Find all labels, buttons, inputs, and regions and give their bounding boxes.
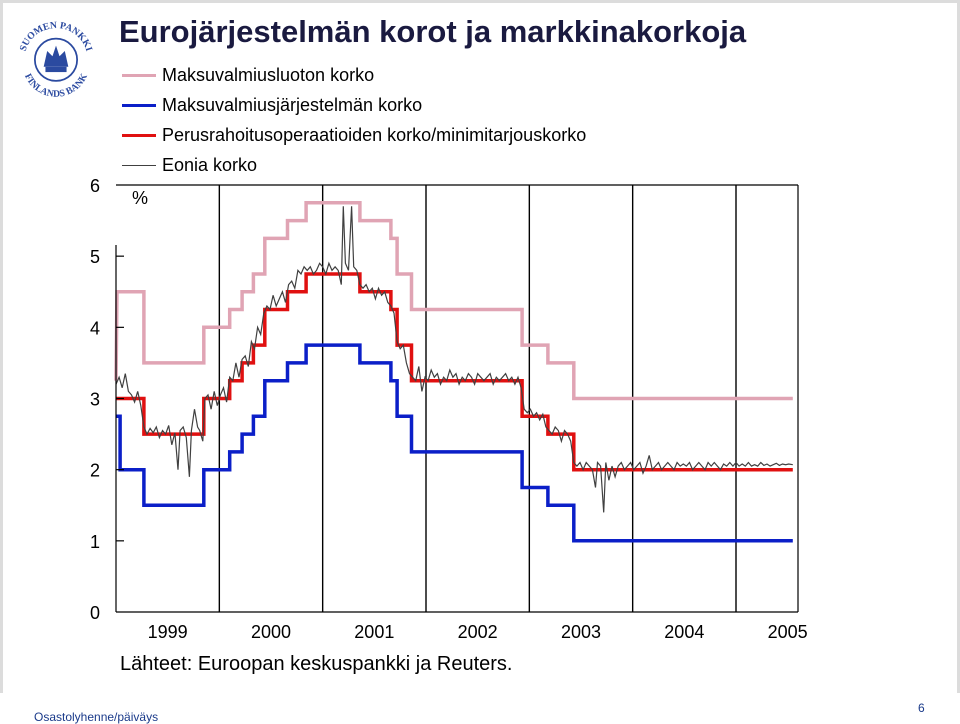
x-tick-label: 2005 <box>768 622 808 642</box>
series-line-eonia <box>115 206 793 513</box>
x-tick-label: 1999 <box>148 622 188 642</box>
legend-swatch-eonia <box>122 164 156 166</box>
x-tick-label: 2002 <box>458 622 498 642</box>
series-line-refi <box>116 272 793 472</box>
page-number: 6 <box>918 701 925 715</box>
legend-label-refi: Perusrahoitusoperaatioiden korko/minimit… <box>162 124 587 145</box>
y-tick-label: 6 <box>90 176 100 196</box>
legend-swatch-lending <box>122 73 156 77</box>
series-line-deposit <box>116 343 793 543</box>
x-tick-label: 2003 <box>561 622 601 642</box>
y-unit-label: % <box>132 188 149 208</box>
legend-item-refi: Perusrahoitusoperaatioiden korko/minimit… <box>122 120 586 150</box>
source-note: Lähteet: Euroopan keskuspankki ja Reuter… <box>120 653 513 675</box>
y-tick-label: 1 <box>90 532 100 552</box>
legend-item-lending: Maksuvalmiusluoton korko <box>122 60 374 90</box>
y-tick-label: 0 <box>90 603 100 623</box>
legend-label-lending: Maksuvalmiusluoton korko <box>162 64 375 85</box>
axis-layer: 0 1 2 3 4 5 6 1999 2000 2001 2002 2003 2004 2005 <box>90 176 808 642</box>
x-tick-label: 2000 <box>251 622 291 642</box>
legend-swatch-deposit <box>122 103 156 107</box>
bank-logo-icon: SUOMEN PANKKI FINLANDS BANK <box>18 20 95 100</box>
legend-label-deposit: Maksuvalmiusjärjestelmän korko <box>162 94 423 115</box>
legend-label-eonia: Eonia korko <box>162 154 258 175</box>
series-layer <box>114 201 793 543</box>
series-line-lending <box>114 201 793 401</box>
footer-bar <box>0 693 960 724</box>
footer-department-date: Osastolyhenne/päiväys <box>34 710 159 724</box>
chart-title: Eurojärjestelmän korot ja markkinakorkoj… <box>119 14 747 49</box>
x-tick-label: 2004 <box>664 622 704 642</box>
x-tick-label: 2001 <box>354 622 394 642</box>
legend-swatch-refi <box>122 133 156 137</box>
legend-item-deposit: Maksuvalmiusjärjestelmän korko <box>122 90 422 120</box>
y-tick-label: 2 <box>90 461 100 481</box>
y-tick-label: 4 <box>90 318 100 338</box>
y-tick-label: 5 <box>90 247 100 267</box>
legend-item-eonia: Eonia korko <box>122 150 257 180</box>
y-tick-label: 3 <box>90 390 100 410</box>
